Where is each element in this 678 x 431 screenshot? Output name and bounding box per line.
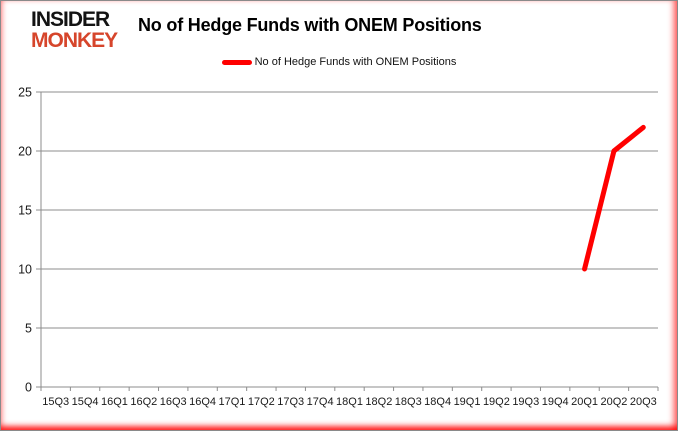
x-tick-label: 17Q1 <box>219 396 246 408</box>
x-tick-label: 18Q2 <box>365 396 392 408</box>
x-tick-label: 17Q4 <box>307 396 334 408</box>
y-tick-label: 5 <box>25 322 32 336</box>
x-tick-label: 20Q1 <box>571 396 598 408</box>
x-tick-label: 16Q2 <box>130 396 157 408</box>
y-tick-label: 0 <box>25 381 32 395</box>
x-tick-label: 16Q3 <box>160 396 187 408</box>
logo-text-monkey: MONKEY <box>31 29 118 52</box>
x-tick-label: 19Q4 <box>542 396 569 408</box>
x-tick-label: 16Q4 <box>189 396 216 408</box>
x-tick-label: 20Q2 <box>600 396 627 408</box>
chart-title: No of Hedge Funds with ONEM Positions <box>138 15 482 35</box>
y-tick-label: 25 <box>18 86 32 100</box>
x-tick-label: 17Q2 <box>248 396 275 408</box>
y-tick-label: 10 <box>18 263 32 277</box>
logo-text-insider: INSIDER <box>31 8 110 31</box>
x-tick-label: 19Q1 <box>454 396 481 408</box>
y-tick-label: 20 <box>18 145 32 159</box>
x-tick-label: 19Q3 <box>512 396 539 408</box>
series-line <box>582 124 646 272</box>
x-tick-label: 19Q2 <box>483 396 510 408</box>
x-tick-label: 15Q4 <box>72 396 99 408</box>
legend: No of Hedge Funds with ONEM Positions <box>1 56 677 68</box>
x-tick-label: 18Q4 <box>424 396 451 408</box>
y-tick-label: 15 <box>18 204 32 218</box>
x-tick-label: 18Q3 <box>395 396 422 408</box>
x-tick-label: 16Q1 <box>101 396 128 408</box>
x-tick-label: 20Q3 <box>630 396 657 408</box>
x-tick-label: 15Q3 <box>42 396 69 408</box>
x-tick-label: 18Q1 <box>336 396 363 408</box>
legend-label: No of Hedge Funds with ONEM Positions <box>254 56 457 68</box>
x-tick-label: 17Q3 <box>277 396 304 408</box>
insider-monkey-logo: INSIDER MONKEY <box>31 8 118 52</box>
legend-line-icon <box>221 59 252 65</box>
